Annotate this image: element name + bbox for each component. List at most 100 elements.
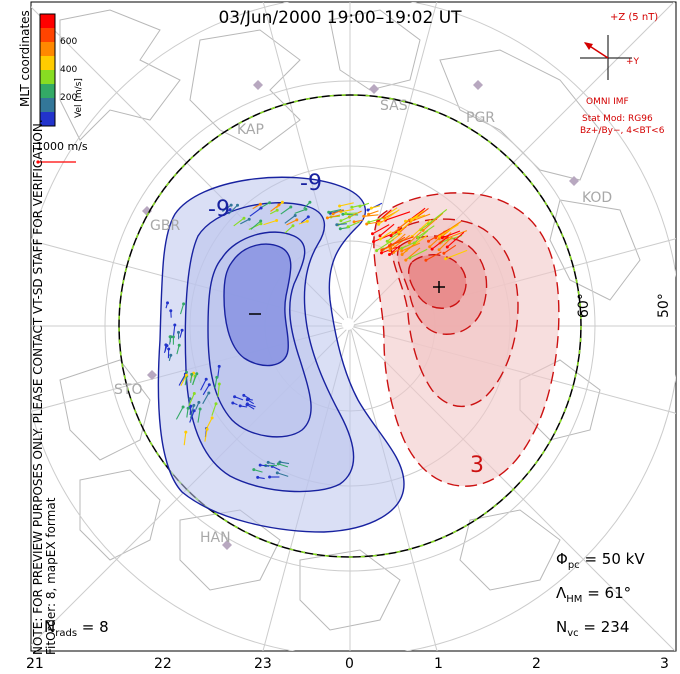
velocity-vector-origin [325, 216, 329, 220]
velocity-vector [173, 324, 176, 336]
imf-by-label: +Y [626, 57, 640, 67]
station-label: KOD [582, 190, 613, 206]
velocity-vector [222, 204, 232, 212]
velocity-vector-origin [407, 241, 411, 245]
velocity-vector-origin [389, 234, 393, 238]
velocity-vector [366, 220, 383, 225]
velocity-vector [389, 234, 411, 252]
velocity-vector-origin [391, 231, 395, 235]
sidebar-text: MLT coordinates NOTE: FOR PREVIEW PURPOS… [18, 10, 58, 655]
velocity-vector [191, 373, 198, 386]
velocity-vector-origin [338, 204, 342, 208]
velocity-vector [401, 242, 416, 255]
velocity-vectors [163, 200, 468, 480]
velocity-vector-origin [440, 236, 444, 240]
velocity-vector [359, 202, 370, 207]
velocity-vector-origin [258, 202, 262, 206]
velocity-vector-origin [350, 205, 354, 209]
colorbar-tick: 200 [60, 93, 78, 103]
velocity-vector [409, 248, 428, 259]
velocity-vector-origin [245, 398, 249, 402]
velocity-vector-origin [228, 208, 232, 212]
velocity-vector-origin [400, 253, 404, 256]
potential-max-marker [433, 281, 445, 293]
velocity-vector [219, 209, 231, 218]
velocity-vector-origin [442, 251, 446, 255]
velocity-vector-origin [352, 220, 356, 224]
velocity-vector [347, 221, 360, 228]
velocity-vector-origin [335, 223, 339, 227]
velocity-vector-origin [377, 222, 381, 226]
mlt-label: 3 [660, 656, 669, 672]
velocity-vector [381, 236, 406, 251]
contour-label-pos: 3 [470, 453, 484, 478]
velocity-vector [425, 251, 442, 261]
velocity-vector-origin [295, 218, 299, 222]
phi-pc-stat: Φpc = 50 kV [556, 550, 645, 571]
velocity-vector-origin [388, 253, 391, 256]
scale-vector-origin [36, 160, 40, 164]
velocity-vector-origin [177, 343, 181, 347]
velocity-vector-origin [247, 217, 251, 221]
velocity-vector-origin [233, 395, 237, 399]
velocity-vector-origin [186, 406, 190, 410]
velocity-vector-origin [304, 207, 308, 211]
velocity-vector [175, 406, 184, 420]
hm-boundary-dashes [118, 94, 582, 558]
velocity-vector-origin [171, 335, 175, 339]
velocity-vector-origin [169, 309, 173, 313]
velocity-vector-origin [184, 430, 188, 434]
velocity-vector [428, 229, 448, 242]
velocity-vector-origin [195, 372, 199, 376]
velocity-vector-origin [378, 237, 382, 241]
mlt-label: 23 [254, 656, 272, 672]
velocity-vector [340, 208, 354, 213]
velocity-vector [189, 405, 195, 419]
velocity-vector [345, 212, 359, 215]
velocity-vector-origin [375, 249, 379, 253]
velocity-vector [249, 207, 262, 217]
velocity-vector-origin [256, 475, 260, 479]
velocity-vector-origin [166, 301, 169, 305]
velocity-vector-origin [197, 400, 201, 404]
velocity-vector [202, 392, 210, 405]
velocity-vector [368, 210, 379, 215]
velocity-vector [439, 224, 459, 237]
velocity-vector [250, 220, 262, 230]
velocity-vector [197, 408, 201, 423]
velocity-vector-origin [383, 216, 386, 220]
velocity-vector-origin [400, 249, 404, 253]
velocity-vector [336, 223, 347, 226]
velocity-vector [202, 384, 210, 396]
velocity-vector-origin [385, 239, 389, 243]
velocity-vector-origin [266, 460, 270, 464]
velocity-vector-origin [259, 206, 263, 210]
velocity-vector-origin [164, 343, 168, 347]
velocity-vector [189, 410, 195, 423]
velocity-vector-origin [424, 258, 428, 262]
velocity-vector-origin [207, 383, 211, 387]
velocity-vector-origin [238, 404, 242, 408]
velocity-vector-origin [306, 215, 310, 219]
velocity-vector [204, 429, 208, 442]
velocity-vector-origin [367, 220, 371, 224]
station-label: SAS [380, 98, 408, 114]
fit-order-label: FitOrder: 8, mapEX format [44, 497, 58, 655]
velocity-vector [431, 235, 449, 250]
velocity-vector-origin [177, 330, 180, 334]
velocity-vector [327, 214, 341, 219]
velocity-vector-origin [369, 206, 373, 210]
velocity-vector [379, 231, 392, 240]
stat-model-label: Stat Mod: RG96 [582, 114, 653, 124]
velocity-vector-origin [388, 249, 392, 253]
velocity-vector [386, 232, 399, 242]
lambda-hm-value: 61° [604, 584, 632, 602]
colorbar-tick: 600 [60, 37, 78, 47]
velocity-vector-origin [367, 212, 371, 216]
velocity-vector [353, 219, 364, 223]
velocity-vector-origin [168, 335, 172, 339]
n-vc-value: 234 [600, 618, 630, 636]
mlt-label: 2 [532, 656, 541, 672]
velocity-vector [278, 463, 289, 468]
